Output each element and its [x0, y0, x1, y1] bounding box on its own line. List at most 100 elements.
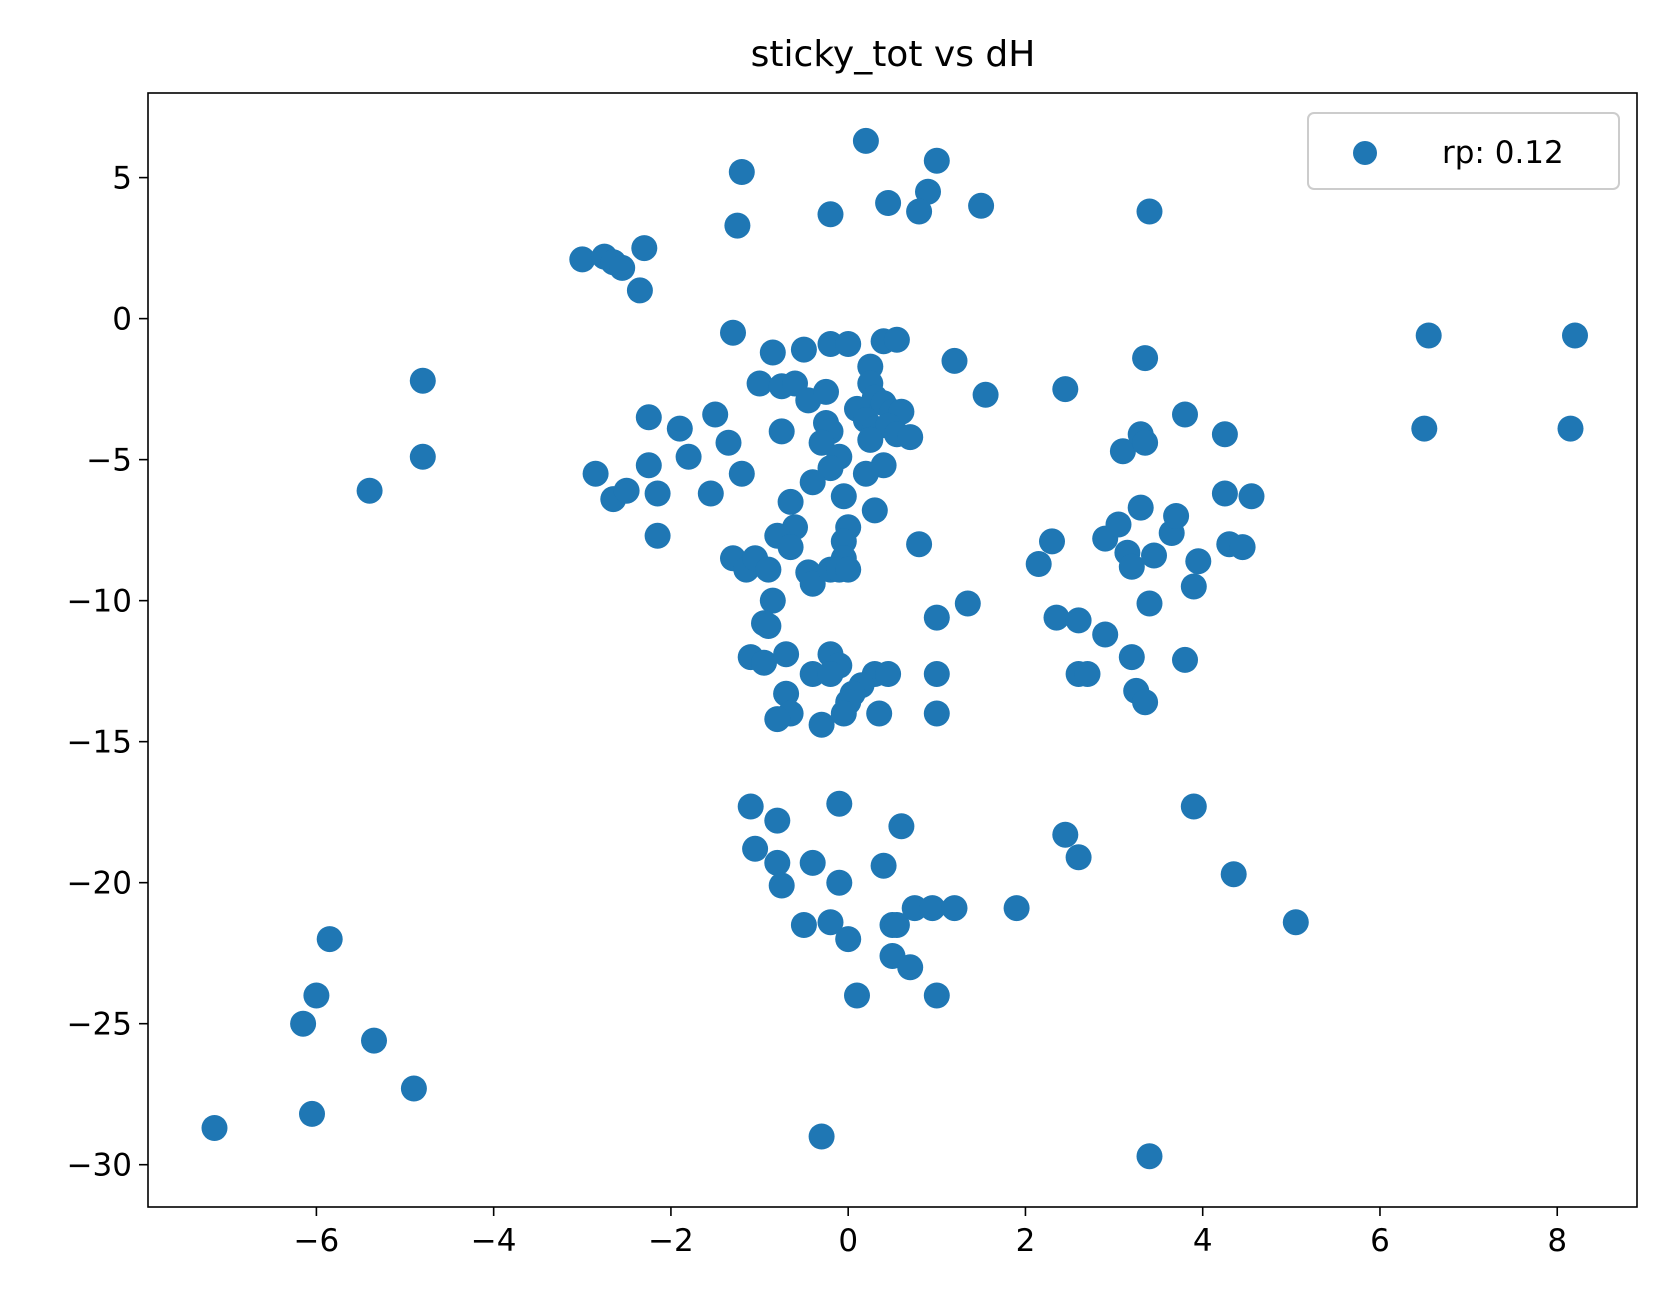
x-tick-label: 8	[1547, 1223, 1567, 1259]
data-point	[835, 331, 861, 357]
data-point	[702, 402, 728, 428]
data-point	[1212, 421, 1238, 447]
data-point	[1026, 551, 1052, 577]
data-point	[831, 701, 857, 727]
data-point	[853, 461, 879, 487]
data-point	[667, 416, 693, 442]
data-point	[924, 701, 950, 727]
data-point	[1181, 794, 1207, 820]
data-point	[955, 591, 981, 617]
data-point	[742, 836, 768, 862]
data-point	[614, 478, 640, 504]
data-point	[853, 128, 879, 154]
data-point	[569, 246, 595, 272]
data-point	[778, 534, 804, 560]
data-point	[897, 424, 923, 450]
data-point	[303, 983, 329, 1009]
legend: rp: 0.12	[1308, 113, 1619, 189]
x-tick-label: 6	[1370, 1223, 1390, 1259]
data-point	[1141, 543, 1167, 569]
data-point	[1172, 402, 1198, 428]
data-point	[1039, 528, 1065, 554]
data-point	[875, 190, 901, 216]
data-point	[357, 478, 383, 504]
data-point	[924, 605, 950, 631]
data-point	[720, 320, 746, 346]
data-point	[1119, 644, 1145, 670]
data-point	[809, 1124, 835, 1150]
data-point	[755, 613, 781, 639]
data-point	[844, 983, 870, 1009]
x-tick-label: −2	[648, 1223, 694, 1259]
data-point	[1239, 483, 1265, 509]
data-point	[924, 148, 950, 174]
data-point	[862, 497, 888, 523]
data-point	[676, 444, 702, 470]
data-point	[645, 523, 671, 549]
legend-label: rp: 0.12	[1442, 135, 1564, 171]
data-point	[924, 661, 950, 687]
data-point	[716, 430, 742, 456]
data-point	[924, 983, 950, 1009]
data-point	[1066, 844, 1092, 870]
data-point	[1004, 895, 1030, 921]
x-tick-label: 2	[1016, 1223, 1036, 1259]
data-point	[636, 404, 662, 430]
data-point	[299, 1101, 325, 1127]
y-tick-label: −25	[67, 1007, 132, 1043]
data-point	[1066, 607, 1092, 633]
data-point	[636, 452, 662, 478]
y-tick-label: 5	[112, 161, 132, 197]
data-point	[791, 337, 817, 363]
data-point	[831, 483, 857, 509]
data-point	[1052, 822, 1078, 848]
data-point	[751, 650, 777, 676]
data-point	[826, 791, 852, 817]
data-point	[1185, 548, 1211, 574]
data-point	[1163, 503, 1189, 529]
data-point	[290, 1011, 316, 1037]
data-point	[410, 368, 436, 394]
y-tick-label: −30	[67, 1148, 132, 1184]
data-point	[897, 954, 923, 980]
x-tick-label: 4	[1193, 1223, 1213, 1259]
y-tick-label: −10	[67, 584, 132, 620]
data-point	[818, 201, 844, 227]
data-point	[1562, 323, 1588, 349]
x-tick-label: −4	[471, 1223, 517, 1259]
data-point	[875, 661, 901, 687]
data-point	[747, 371, 773, 397]
data-point	[760, 588, 786, 614]
data-point	[1181, 574, 1207, 600]
data-point	[627, 277, 653, 303]
data-point	[866, 701, 892, 727]
data-point	[631, 235, 657, 261]
data-point	[698, 481, 724, 507]
data-point	[791, 912, 817, 938]
data-point	[401, 1076, 427, 1102]
data-point	[835, 926, 861, 952]
data-point	[1283, 909, 1309, 935]
data-point	[1221, 861, 1247, 887]
data-point	[1092, 622, 1118, 648]
data-point	[906, 531, 932, 557]
y-tick-label: 0	[112, 302, 132, 338]
data-point	[764, 808, 790, 834]
data-point	[645, 481, 671, 507]
data-point	[1137, 591, 1163, 617]
data-point	[1132, 689, 1158, 715]
data-point	[942, 895, 968, 921]
data-point	[773, 641, 799, 667]
data-point	[888, 813, 914, 839]
data-point	[760, 340, 786, 366]
data-point	[769, 418, 795, 444]
data-point	[729, 159, 755, 185]
data-point	[202, 1115, 228, 1141]
data-point	[1132, 430, 1158, 456]
data-point	[317, 926, 343, 952]
data-point	[764, 850, 790, 876]
data-point	[1137, 199, 1163, 225]
data-point	[738, 794, 764, 820]
data-point	[1137, 1143, 1163, 1169]
